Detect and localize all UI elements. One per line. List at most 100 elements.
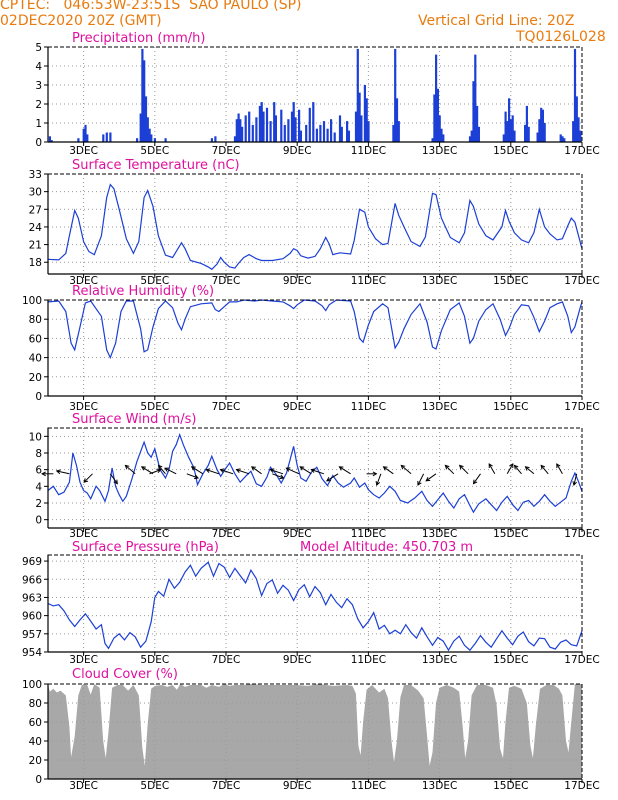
- wind-vector-head: [235, 468, 241, 473]
- precip-bar: [527, 126, 530, 142]
- cloud-xtick-label: 13DEC: [422, 780, 457, 792]
- precip-bar: [326, 128, 329, 142]
- precip-xtick-label: 17DEC: [564, 145, 599, 157]
- wind-vector: [191, 466, 204, 475]
- precip-bar: [260, 102, 263, 142]
- wind-vector: [525, 466, 535, 475]
- wind-vector: [125, 465, 136, 475]
- precip-bar: [442, 134, 445, 142]
- wind-vector: [164, 467, 177, 475]
- precip-bar: [513, 130, 516, 142]
- wind-frame: [47, 427, 583, 529]
- precip-bar: [322, 121, 326, 142]
- precip-xtick-label: 3DEC: [69, 145, 98, 157]
- wind-vector: [251, 466, 262, 475]
- precip-bar: [356, 48, 359, 142]
- rh-ytick-label: 80: [29, 314, 42, 326]
- wind-vector-head: [326, 477, 331, 482]
- precip-bar: [506, 121, 509, 142]
- precip-bar: [563, 138, 566, 142]
- precip-bar: [148, 128, 151, 142]
- precip-bar: [541, 109, 544, 142]
- wind-ytick-label: 0: [35, 515, 42, 527]
- pres-xtick-label: 9DEC: [283, 654, 312, 666]
- temp-ytick-label: 27: [29, 204, 42, 216]
- precip-bar: [294, 117, 297, 142]
- cloud-xtick-label: 9DEC: [283, 780, 312, 792]
- wind-vector-head: [124, 464, 130, 470]
- precip-bar: [433, 94, 436, 142]
- wind-ytick-label: 10: [29, 431, 42, 443]
- precip-bar: [105, 132, 108, 142]
- wind-vector: [459, 465, 469, 475]
- wind-vector-head: [164, 467, 170, 472]
- wind-vector: [270, 469, 284, 475]
- temp-xtick-label: 13DEC: [422, 275, 457, 287]
- wind-vector-head: [488, 463, 493, 469]
- wind-vector-head: [194, 474, 199, 480]
- cloud-xtick-label: 17DEC: [564, 780, 599, 792]
- rh-xtick-label: 11DEC: [351, 401, 386, 413]
- wind-ytick-label: 4: [35, 481, 42, 493]
- wind-vector-head: [310, 468, 316, 473]
- precip-bar: [299, 130, 302, 142]
- rh-xtick-label: 13DEC: [422, 401, 457, 413]
- wind-vector-head: [41, 471, 46, 477]
- precip-bar: [436, 88, 439, 142]
- precip-xtick-label: 5DEC: [140, 145, 169, 157]
- precip-ytick-label: 4: [35, 61, 42, 73]
- precip-bar: [290, 111, 294, 142]
- precip-bar: [347, 130, 350, 142]
- wind-vector: [220, 469, 234, 475]
- precip-bar: [315, 128, 318, 142]
- wind-xtick-label: 15DEC: [493, 528, 528, 540]
- precip-frame: [47, 46, 583, 143]
- precip-ytick-label: 5: [35, 42, 42, 54]
- pres-ytick-label: 963: [22, 592, 42, 604]
- precip-bar: [575, 96, 578, 142]
- rh-ytick-label: 100: [22, 295, 42, 307]
- precip-bar: [330, 119, 333, 142]
- pres-frame: [47, 554, 583, 653]
- precip-bar: [312, 102, 315, 142]
- precip-xtick-label: 7DEC: [212, 145, 241, 157]
- precip-bar: [525, 105, 528, 142]
- wind-vector: [488, 463, 496, 475]
- wind-vector-head: [83, 478, 89, 483]
- pres-subtitle: Model Altitude: 450.703 m: [300, 540, 473, 555]
- header-run-time: 02DEC2020 20Z (GMT): [0, 13, 162, 29]
- temp-xtick-label: 7DEC: [212, 275, 241, 287]
- wind-vector: [286, 467, 300, 475]
- wind-vector: [83, 473, 93, 483]
- wind-vector-head: [299, 466, 305, 471]
- wind-title: Surface Wind (m/s): [72, 412, 196, 427]
- precip-xtick-label: 9DEC: [283, 145, 312, 157]
- precip-bar: [572, 121, 575, 142]
- rh-ytick-label: 20: [29, 372, 42, 384]
- precip-bar: [395, 98, 399, 142]
- temp-xtick-label: 15DEC: [493, 275, 528, 287]
- temp-frame: [47, 173, 583, 275]
- temp-title: Surface Temperature (nC): [72, 158, 240, 173]
- wind-vector-head: [458, 464, 464, 470]
- wind-vector-head: [509, 463, 514, 468]
- precip-bar: [511, 115, 514, 142]
- precip-bar: [233, 136, 237, 142]
- precip-bar: [346, 121, 349, 142]
- temp-xtick-label: 3DEC: [69, 275, 98, 287]
- wind-vector: [326, 473, 339, 482]
- precip-bar: [394, 48, 397, 142]
- rh-xtick-label: 3DEC: [69, 401, 98, 413]
- precip-bar: [241, 126, 244, 142]
- cloud-ytick-label: 80: [29, 698, 42, 710]
- precip-bar: [365, 98, 368, 142]
- pres-ytick-label: 954: [22, 647, 42, 659]
- precip-bar: [431, 138, 434, 142]
- precip-bar: [239, 119, 242, 142]
- wind-vector: [473, 473, 481, 484]
- wind-vector: [272, 473, 284, 479]
- wind-vector-head: [157, 464, 163, 470]
- wind-vector-head: [400, 464, 406, 470]
- precip-bar: [472, 81, 475, 142]
- precip-bar: [360, 115, 363, 142]
